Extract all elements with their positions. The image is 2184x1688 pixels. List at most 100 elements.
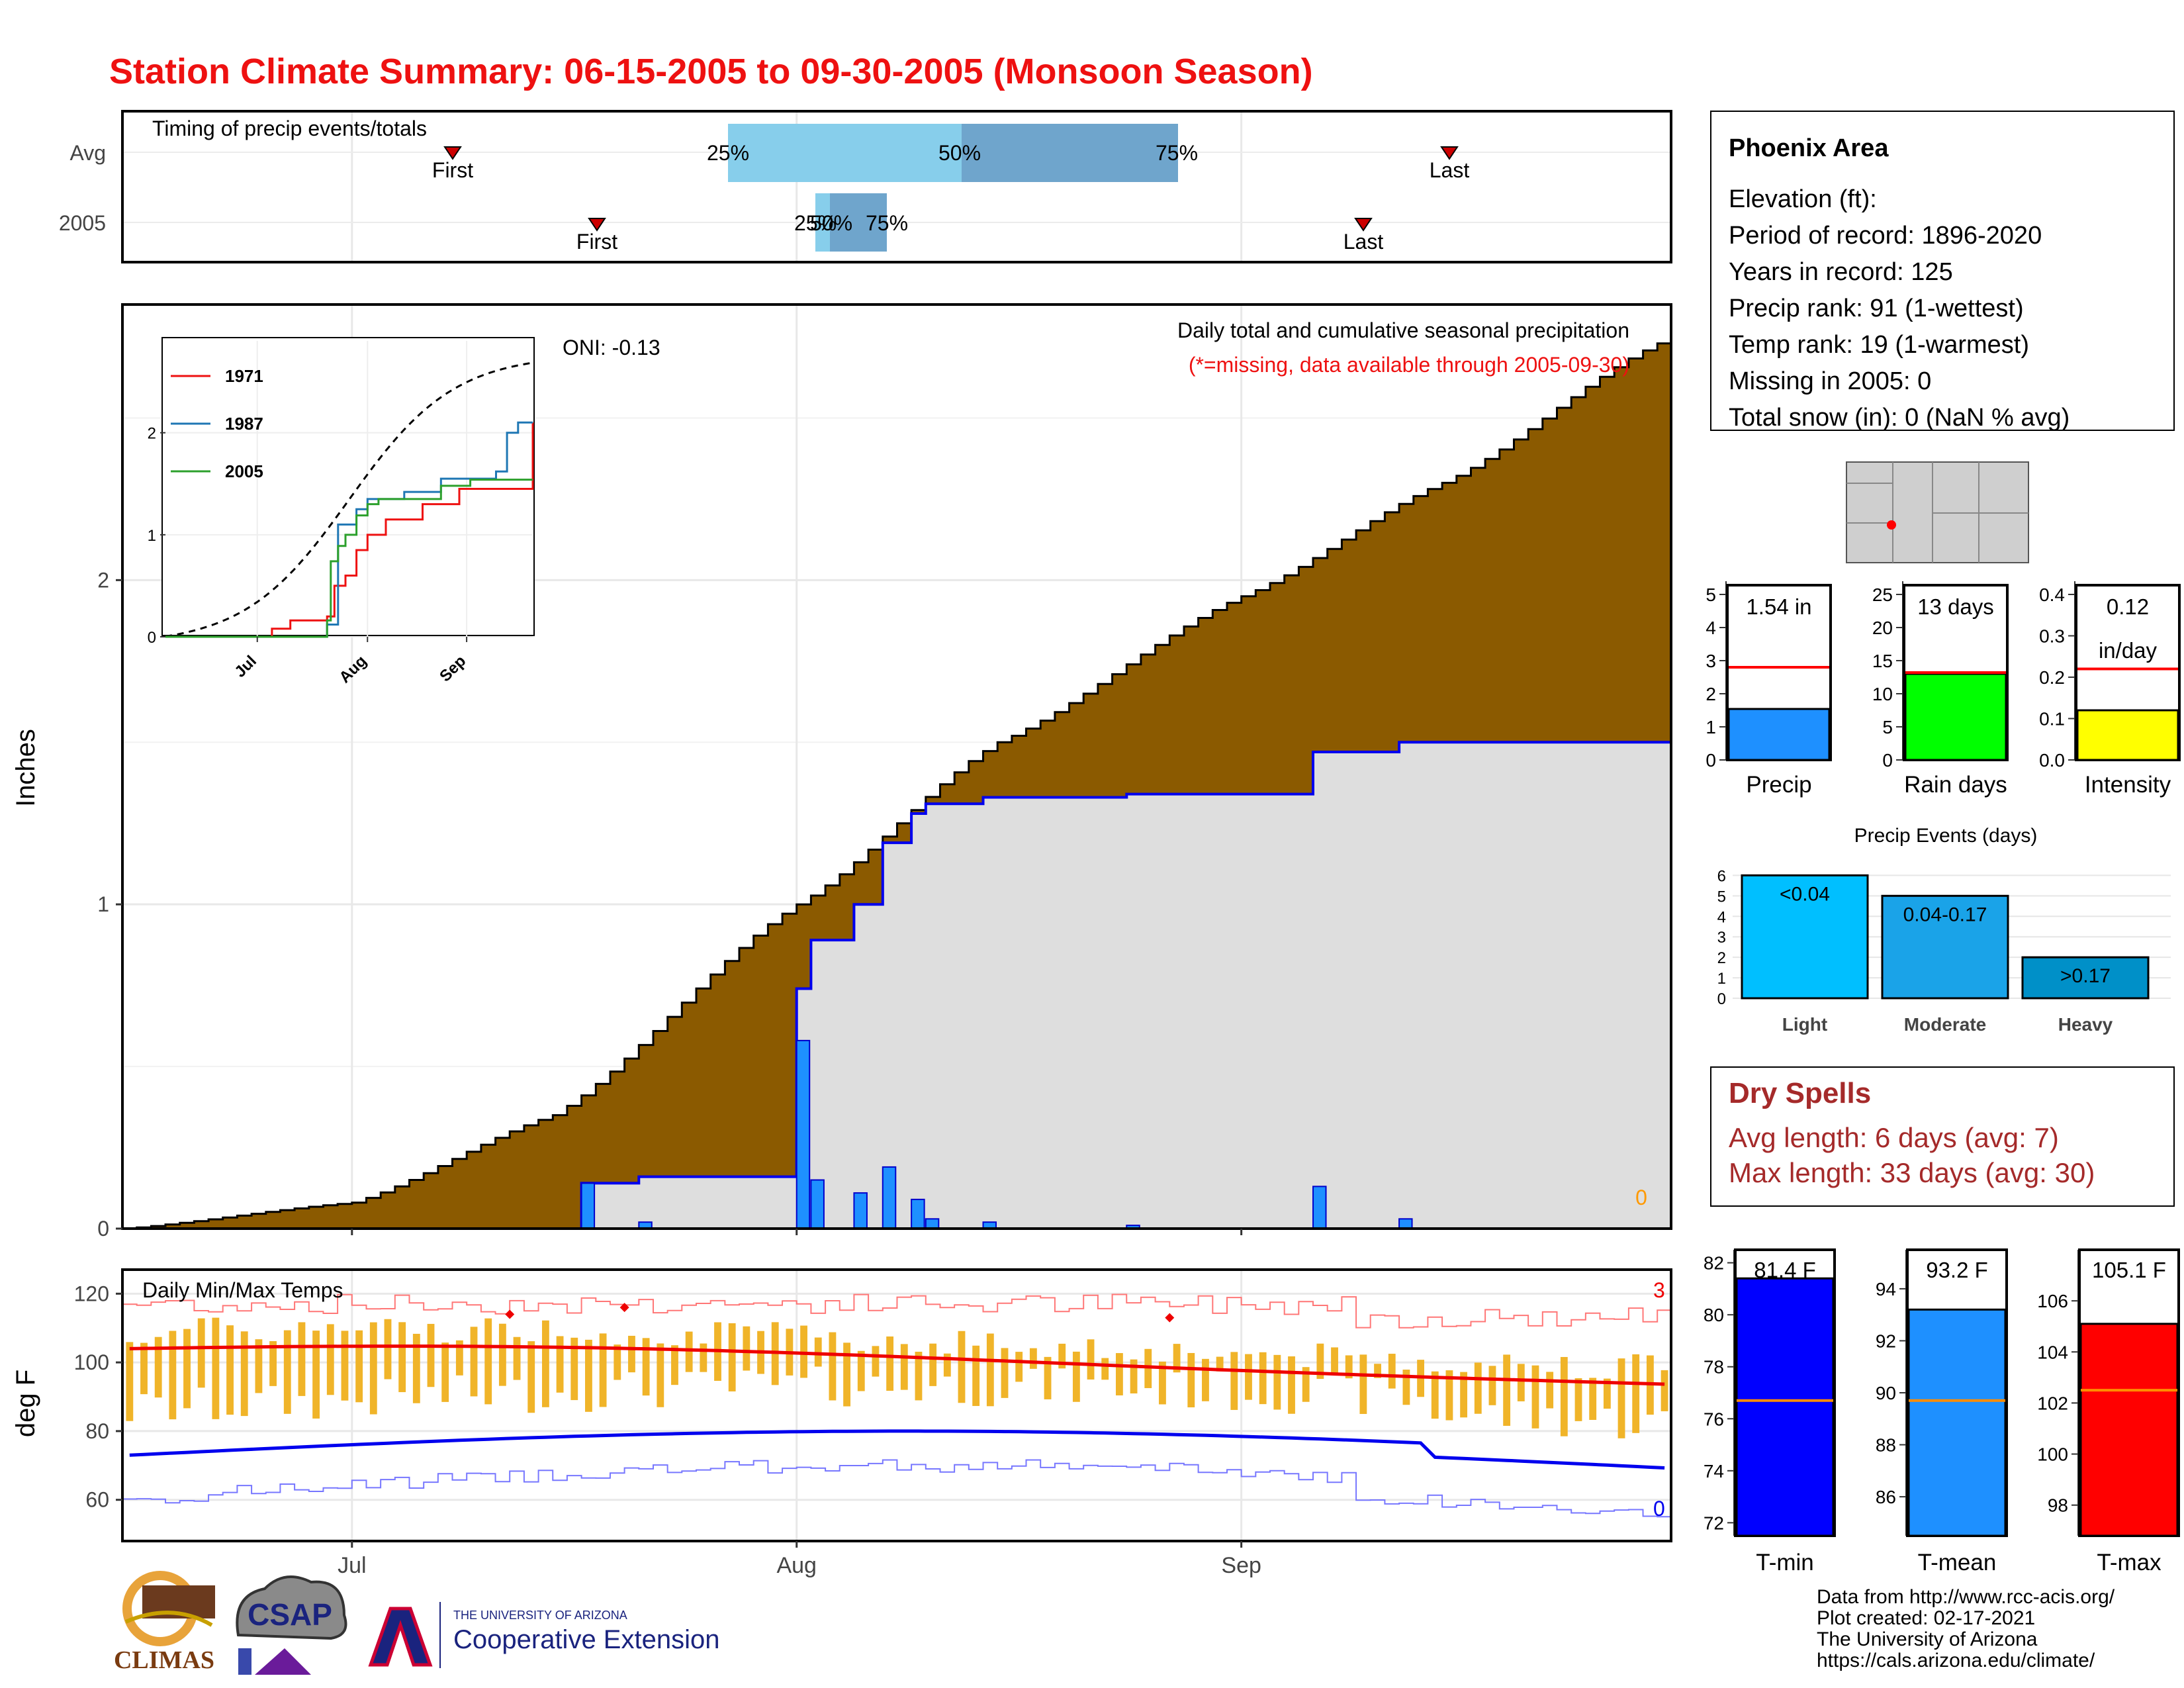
temp-summary-y-tick: 102 — [2037, 1393, 2068, 1413]
temp-summary-y-tick: 86 — [1876, 1487, 1896, 1507]
temp-panel: Daily Min/Max Temps deg F 3 0 60 80 100 120… — [11, 1268, 1672, 1578]
daily-temp-range-bar — [1058, 1343, 1066, 1369]
summary-value: 13 days — [1917, 594, 1994, 619]
daily-temp-range-bar — [441, 1342, 449, 1402]
events-bar-label: <0.04 — [1780, 883, 1830, 905]
daily-temp-range-bar — [541, 1320, 549, 1407]
summary-y-tick: 5 — [1706, 585, 1716, 605]
summary-y-tick: 2 — [1706, 684, 1716, 704]
timing-2005-last: Last — [1343, 230, 1384, 254]
inset-y-tick: 0 — [148, 629, 156, 647]
daily-temp-range-bar — [1388, 1354, 1396, 1389]
precip-y-tick: 0 — [97, 1217, 109, 1241]
climas-logo: CLIMAS — [114, 1571, 215, 1674]
daily-temp-range-bar — [614, 1344, 621, 1380]
daily-temp-range-bar — [183, 1329, 191, 1409]
missing-note: (*=missing, data available through 2005-… — [1189, 353, 1629, 377]
summary-y-tick: 0.4 — [2039, 585, 2065, 605]
station-info-line: Period of record: 1896-2020 — [1729, 222, 2042, 250]
daily-temp-range-bar — [412, 1333, 420, 1403]
footer-line-4: https://cals.arizona.edu/climate/ — [1817, 1650, 2095, 1671]
summary-y-tick: 10 — [1872, 684, 1893, 704]
oni-label: ONI: -0.13 — [563, 336, 660, 359]
daily-temp-range-bar — [498, 1323, 506, 1386]
timing-2005-p25: 25% — [794, 211, 837, 235]
record-high-marker — [505, 1309, 515, 1319]
timing-2005-p50: 50% — [810, 211, 852, 235]
temp-summary-y-tick: 106 — [2037, 1291, 2068, 1311]
daily-temp-range-bar — [986, 1333, 994, 1407]
daily-temp-range-bar — [628, 1335, 635, 1373]
daily-temp-range-bar — [1044, 1356, 1052, 1399]
temp-summary-y-tick: 76 — [1704, 1409, 1724, 1429]
summary-label: Rain days — [1904, 772, 2007, 798]
temp-summary-y-tick: 74 — [1704, 1461, 1724, 1481]
events-bar-heavy — [2021, 956, 2150, 1000]
tmax-avg-line — [129, 1344, 1665, 1386]
daily-temp-range-bar — [1589, 1378, 1597, 1420]
summary-bar-rain-days — [1904, 673, 2007, 761]
daily-temp-range-bar — [1130, 1359, 1138, 1394]
daily-temp-range-bar — [1661, 1370, 1668, 1411]
temp-summary-y-tick: 98 — [2048, 1495, 2068, 1516]
station-info-line: Elevation (ft): — [1729, 185, 1877, 213]
daily-temp-range-bar — [972, 1345, 980, 1406]
daily-temp-range-bar — [1187, 1352, 1195, 1408]
footer: Data from http://www.rcc-acis.org/ Plot … — [1817, 1586, 2115, 1671]
events-category: Moderate — [1904, 1014, 1986, 1035]
tmin-record-line — [122, 1459, 1672, 1518]
daily-temp-range-bar — [1072, 1351, 1080, 1402]
temp-summary-value: 93.2 F — [1926, 1258, 1988, 1282]
csap-logo-text: CSAP — [248, 1597, 332, 1632]
inset-y-tick: 1 — [148, 527, 156, 545]
climas-logo-text: CLIMAS — [114, 1646, 214, 1674]
daily-temp-range-bar — [900, 1344, 908, 1390]
daily-temp-range-bar — [255, 1339, 263, 1393]
daily-precip-bar — [1312, 1186, 1327, 1229]
precip-y-tick: 2 — [97, 568, 109, 592]
station-info-line: Years in record: 125 — [1729, 258, 1953, 286]
events-y-tick: 4 — [1717, 908, 1726, 926]
summary-value: 1.54 in — [1746, 594, 1811, 619]
daily-temp-range-bar — [369, 1322, 377, 1415]
location-map — [1846, 461, 2029, 563]
daily-temp-range-bar — [312, 1331, 320, 1419]
daily-precip-bar — [796, 1039, 811, 1229]
daily-temp-range-bar — [1316, 1343, 1324, 1380]
inset-y-tick: 2 — [148, 425, 156, 443]
temp-summary-bar-t-mean — [1907, 1308, 2007, 1537]
daily-temp-range-bar — [585, 1339, 592, 1412]
summary-y-tick: 0.1 — [2039, 709, 2065, 729]
temp-x-tick: Aug — [776, 1553, 817, 1578]
daily-precip-bar — [925, 1218, 940, 1230]
daily-temp-range-bar — [1159, 1361, 1166, 1405]
temp-x-tick: Jul — [338, 1553, 366, 1578]
temp-y-tick: 60 — [85, 1488, 109, 1512]
temp-y-tick: 80 — [85, 1419, 109, 1443]
daily-temp-range-bar — [1202, 1358, 1209, 1401]
timing-2005-p75: 75% — [866, 211, 908, 235]
inset-legend-1987: 1987 — [225, 414, 263, 434]
daily-temp-range-bar — [657, 1343, 664, 1407]
events-bar-moderate — [1881, 894, 2009, 1000]
timing-avg-iqr-high — [962, 124, 1178, 182]
summary-bar-intensity — [2076, 709, 2179, 761]
daily-temp-range-bar — [700, 1343, 707, 1372]
temp-summary-y-tick: 94 — [1876, 1279, 1896, 1299]
record-high-marker — [1165, 1313, 1175, 1323]
daily-temp-range-bar — [212, 1317, 220, 1419]
daily-temp-range-bar — [226, 1325, 234, 1415]
daily-temp-range-bar — [814, 1337, 822, 1367]
dry-spells-box: Dry Spells Avg length: 6 days (avg: 7) M… — [1710, 1066, 2175, 1207]
record-low-count: 0 — [1653, 1497, 1665, 1521]
daily-temp-range-bar — [384, 1319, 392, 1380]
timing-avg-p50: 50% — [938, 141, 981, 165]
daily-temp-range-bar — [1402, 1370, 1410, 1405]
daily-temp-range-bar — [1531, 1365, 1539, 1429]
daily-temp-range-bar — [728, 1323, 736, 1391]
temp-summary-y-tick: 72 — [1704, 1513, 1724, 1533]
daily-temp-range-bar — [570, 1337, 578, 1401]
daily-temp-range-bar — [1302, 1367, 1310, 1402]
timing-2005-iqr-low — [815, 193, 830, 252]
